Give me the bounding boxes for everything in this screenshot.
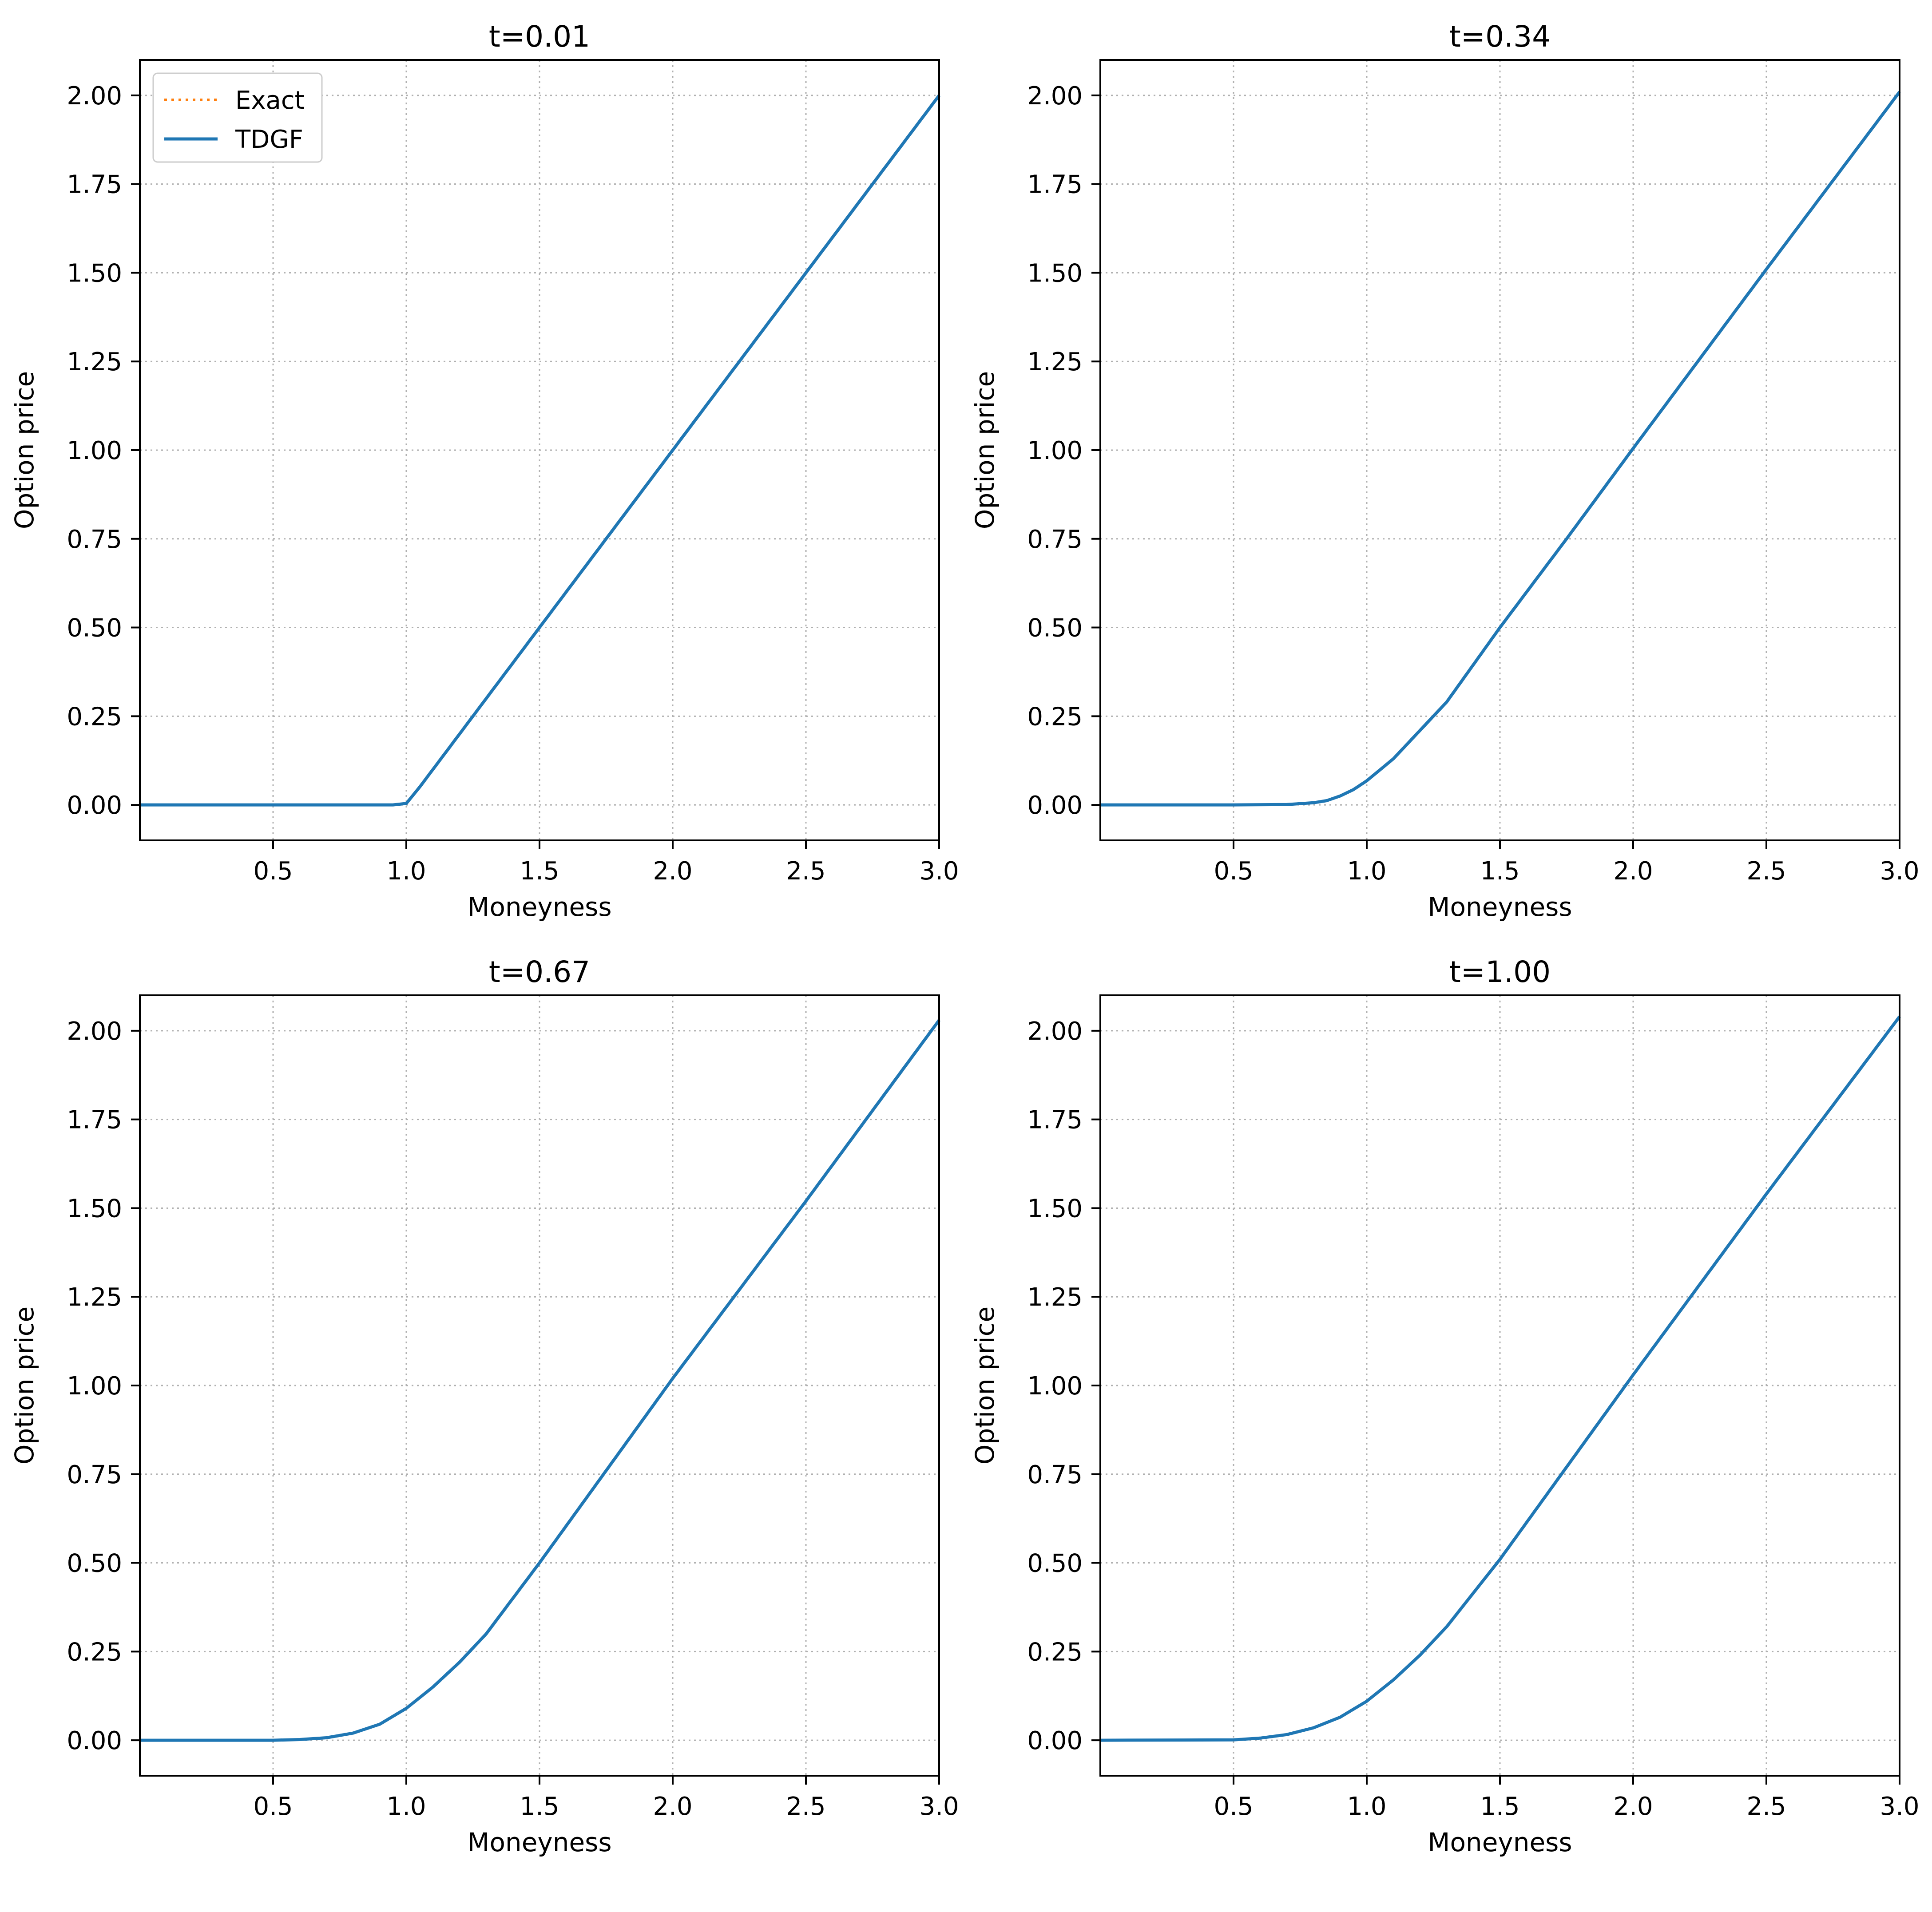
y-tick-label: 1.00 xyxy=(1027,436,1083,465)
x-tick-label: 2.0 xyxy=(1613,1792,1653,1821)
y-tick-label: 1.75 xyxy=(1027,170,1083,199)
y-tick-label: 0.75 xyxy=(1027,1461,1083,1489)
y-axis-label: Option price xyxy=(9,1306,40,1465)
y-tick-label: 1.50 xyxy=(1027,1194,1083,1223)
subplot-3: 0.5 1.0 1.5 2.0 2.5 3.0 0.00 0.25 0.50 0.75 1.00 1.… xyxy=(9,955,959,1857)
series-line-tdgf xyxy=(140,1019,940,1742)
y-tick-label: 1.75 xyxy=(67,1106,122,1135)
x-tick-label: 3.0 xyxy=(919,1792,959,1821)
y-tick-label: 1.25 xyxy=(1027,1283,1083,1312)
y-tick-label: 1.00 xyxy=(67,1372,122,1401)
x-tick-label: 3.0 xyxy=(1880,857,1919,886)
y-tick-label: 0.75 xyxy=(1027,525,1083,554)
subplot-4: 0.5 1.0 1.5 2.0 2.5 3.0 0.00 0.25 0.50 0.75 1.00 1.… xyxy=(970,955,1920,1857)
x-tick-label: 2.0 xyxy=(653,1792,692,1821)
subplot-2: 0.5 1.0 1.5 2.0 2.5 3.0 0.00 0.25 0.50 0.75 1.00 1.… xyxy=(970,20,1920,922)
x-tick-label: 2.5 xyxy=(1746,857,1786,886)
x-tick-label: 0.5 xyxy=(253,1792,293,1821)
y-tick-label: 1.75 xyxy=(67,170,122,199)
x-tick-label: 1.5 xyxy=(520,1792,559,1821)
x-tick-label: 1.0 xyxy=(1347,1792,1386,1821)
y-tick-label: 0.25 xyxy=(1027,1638,1083,1667)
y-tick-label: 0.75 xyxy=(67,525,122,554)
series-line-exact xyxy=(1100,1016,1901,1742)
x-tick-label: 1.5 xyxy=(1480,1792,1519,1821)
y-tick-label: 1.25 xyxy=(67,348,122,376)
x-tick-label: 1.0 xyxy=(1347,857,1386,886)
legend-label: TDGF xyxy=(235,125,303,154)
x-axis-label: Moneyness xyxy=(1428,1827,1572,1857)
series-line-tdgf xyxy=(140,94,940,807)
y-tick-label: 0.50 xyxy=(67,1549,122,1578)
y-tick-label: 0.25 xyxy=(67,1638,122,1667)
subplot-title: t=1.00 xyxy=(1449,955,1551,989)
y-tick-label: 0.00 xyxy=(1027,791,1083,820)
x-tick-label: 2.5 xyxy=(786,1792,825,1821)
y-tick-label: 1.00 xyxy=(67,436,122,465)
y-tick-label: 0.50 xyxy=(1027,614,1083,643)
x-tick-label: 1.5 xyxy=(520,857,559,886)
x-tick-label: 2.0 xyxy=(653,857,692,886)
y-tick-label: 0.25 xyxy=(67,702,122,731)
y-tick-label: 1.75 xyxy=(1027,1106,1083,1135)
y-axis-label: Option price xyxy=(970,371,1000,529)
subplot-title: t=0.67 xyxy=(489,955,590,989)
y-tick-label: 0.75 xyxy=(67,1461,122,1489)
legend: Exact TDGF xyxy=(152,72,323,163)
x-tick-label: 2.5 xyxy=(786,857,825,886)
y-tick-label: 0.25 xyxy=(1027,702,1083,731)
y-tick-label: 1.00 xyxy=(1027,1372,1083,1401)
y-tick-label: 1.50 xyxy=(67,1194,122,1223)
y-tick-label: 0.00 xyxy=(1027,1726,1083,1755)
y-axis-label: Option price xyxy=(9,371,40,529)
x-tick-label: 0.5 xyxy=(1214,857,1253,886)
x-tick-label: 1.5 xyxy=(1480,857,1519,886)
y-axis-label: Option price xyxy=(970,1306,1000,1465)
y-tick-label: 1.50 xyxy=(1027,259,1083,288)
y-tick-label: 0.50 xyxy=(67,614,122,643)
y-tick-label: 0.00 xyxy=(67,1726,122,1755)
y-tick-label: 0.00 xyxy=(67,791,122,820)
y-tick-label: 2.00 xyxy=(1027,82,1083,111)
x-axis-label: Moneyness xyxy=(1428,892,1572,922)
x-tick-label: 0.5 xyxy=(253,857,293,886)
x-tick-label: 3.0 xyxy=(919,857,959,886)
subplot-title: t=0.01 xyxy=(489,20,590,54)
y-tick-label: 2.00 xyxy=(1027,1017,1083,1046)
x-tick-label: 3.0 xyxy=(1880,1792,1919,1821)
x-axis-label: Moneyness xyxy=(467,892,611,922)
y-tick-label: 2.00 xyxy=(67,82,122,111)
legend-label: Exact xyxy=(235,86,305,115)
y-tick-label: 1.50 xyxy=(67,259,122,288)
subplot-1: 0.5 1.0 1.5 2.0 2.5 3.0 0.00 0.25 0.50 0.75 1.00 1.… xyxy=(9,20,959,922)
y-tick-label: 2.00 xyxy=(67,1017,122,1046)
x-tick-label: 2.5 xyxy=(1746,1792,1786,1821)
x-tick-label: 1.0 xyxy=(386,1792,426,1821)
subplot-title: t=0.34 xyxy=(1449,20,1551,54)
x-tick-label: 1.0 xyxy=(386,857,426,886)
x-tick-label: 2.0 xyxy=(1613,857,1653,886)
series-line-tdgf xyxy=(1100,91,1901,807)
series-line-tdgf xyxy=(1100,1015,1901,1742)
y-tick-label: 1.25 xyxy=(1027,348,1083,376)
x-axis-label: Moneyness xyxy=(467,1827,611,1857)
x-tick-label: 0.5 xyxy=(1214,1792,1253,1821)
y-tick-label: 1.25 xyxy=(67,1283,122,1312)
y-tick-label: 0.50 xyxy=(1027,1549,1083,1578)
